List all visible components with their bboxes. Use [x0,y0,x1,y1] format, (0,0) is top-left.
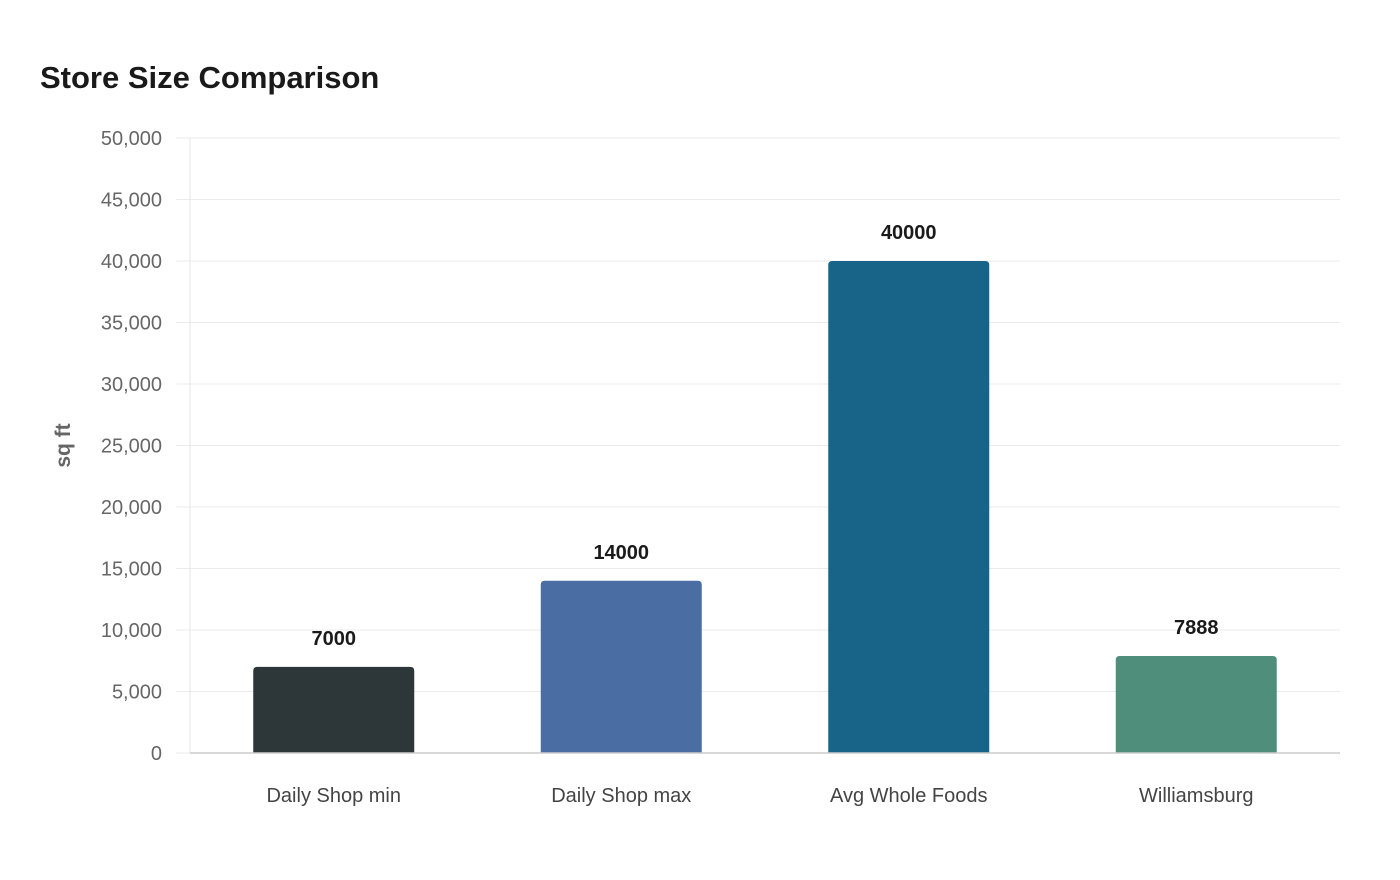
value-labels: 7000 14000 40000 7888 [312,222,1219,650]
x-tick-label: Williamsburg [1139,785,1253,807]
x-tick-label: Daily Shop max [551,785,691,807]
y-tick-label: 50,000 [101,128,162,150]
bar-avg-whole-foods [828,261,990,753]
y-tick-label: 5,000 [112,682,162,704]
bar-daily-shop-max [540,580,702,753]
bars [253,261,1277,753]
y-axis-title: sq ft [52,423,75,467]
x-tick-label: Avg Whole Foods [830,785,988,807]
y-tick-label: 20,000 [101,497,162,519]
value-label: 7000 [312,628,357,650]
value-label: 14000 [593,542,649,564]
y-tick-label: 15,000 [101,559,162,581]
x-tick-label: Daily Shop min [266,785,401,807]
x-tick-labels: Daily Shop min Daily Shop max Avg Whole Fo… [266,785,1253,807]
bar-daily-shop-min [253,666,415,753]
y-tick-label: 30,000 [101,374,162,396]
y-tick-label: 45,000 [101,190,162,212]
value-label: 7888 [1174,617,1219,639]
value-label: 40000 [881,222,937,244]
bar-williamsburg [1115,655,1277,753]
gridlines [176,137,1340,754]
y-tick-label: 10,000 [101,620,162,642]
chart-title: Store Size Comparison [40,60,380,95]
axes [189,138,1340,754]
y-tick-label: 0 [151,743,162,765]
y-tick-label: 35,000 [101,313,162,335]
y-tick-labels: 0 5,000 10,000 15,000 20,000 25,000 30,000 35,0… [101,128,162,765]
y-tick-label: 25,000 [101,436,162,458]
y-tick-label: 40,000 [101,251,162,273]
